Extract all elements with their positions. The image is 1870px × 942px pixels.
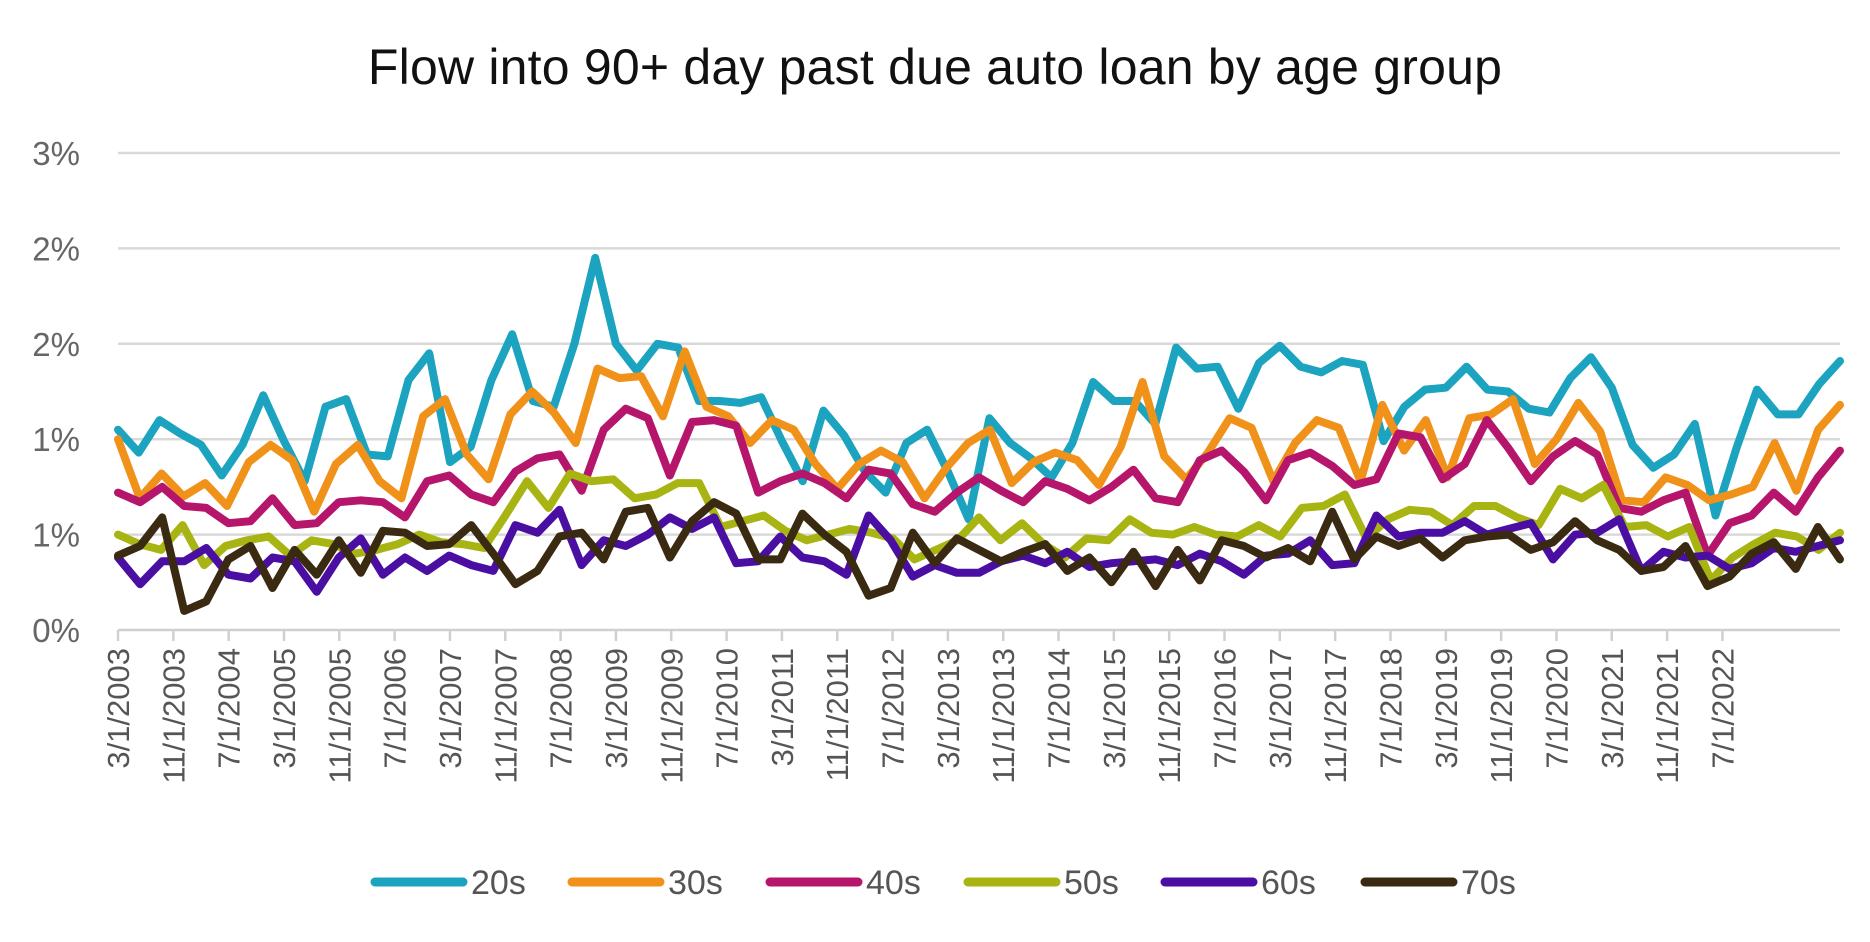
x-tick-label: 11/1/2017 — [1318, 648, 1353, 784]
x-tick-label: 11/1/2021 — [1650, 648, 1685, 784]
x-tick-label: 3/1/2005 — [267, 648, 302, 769]
series-lines — [114, 253, 1844, 615]
x-tick-label: 7/1/2018 — [1373, 648, 1408, 769]
legend-label-30s: 30s — [668, 864, 723, 902]
x-tick-label: 3/1/2015 — [1097, 648, 1132, 769]
x-axis: 3/1/2003 11/1/2003 7/1/2004 3/1/2005 11/1/20… — [101, 628, 1840, 784]
x-tick-label: 3/1/2019 — [1429, 648, 1464, 769]
y-tick-label: 0% — [32, 612, 80, 649]
x-tick-label: 3/1/2021 — [1595, 648, 1630, 769]
x-tick-label: 3/1/2011 — [765, 648, 800, 766]
series-line-40s — [114, 404, 1844, 560]
x-tick-label: 7/1/2010 — [710, 648, 745, 769]
y-tick-label: 2% — [32, 230, 80, 267]
x-tick-label: 3/1/2013 — [931, 648, 966, 769]
y-tick-label: 1% — [32, 421, 80, 458]
x-tick-label: 11/1/2009 — [654, 648, 689, 784]
x-tick-label: 11/1/2005 — [322, 648, 357, 784]
x-tick-label: 11/1/2019 — [1484, 648, 1519, 784]
x-tick-label: 3/1/2007 — [433, 648, 468, 769]
y-tick-label: 2% — [32, 326, 80, 363]
series-line-30s — [114, 347, 1844, 516]
x-tick-label: 7/1/2016 — [1208, 648, 1243, 769]
legend-label-70s: 70s — [1461, 864, 1516, 902]
x-tick-label: 7/1/2020 — [1539, 648, 1574, 769]
series-line-70s — [114, 498, 1844, 615]
legend-label-60s: 60s — [1261, 864, 1316, 902]
x-tick-label: 11/1/2011 — [820, 648, 855, 781]
series-line-20s — [114, 253, 1844, 524]
x-tick-label: 7/1/2022 — [1705, 648, 1740, 769]
legend-label-20s: 20s — [471, 864, 526, 902]
x-tick-label: 11/1/2003 — [156, 648, 191, 784]
x-tick-label: 3/1/2017 — [1263, 648, 1298, 769]
legend-label-50s: 50s — [1064, 864, 1119, 902]
y-axis-ticks: 0% 1% 1% 2% 2% 3% — [32, 135, 80, 649]
series-line-60s — [114, 505, 1844, 596]
x-tick-label: 11/1/2015 — [1152, 648, 1187, 784]
x-tick-label: 11/1/2013 — [986, 648, 1021, 784]
x-tick-label: 7/1/2006 — [378, 648, 413, 769]
legend: 20s 30s 40s 50s 60s 70s — [370, 864, 1516, 902]
x-tick-label: 11/1/2007 — [488, 648, 523, 784]
series-line-50s — [114, 469, 1844, 585]
x-tick-label: 7/1/2014 — [1042, 648, 1077, 769]
x-tick-label: 3/1/2003 — [101, 648, 136, 769]
y-tick-label: 1% — [32, 517, 80, 554]
x-tick-label: 3/1/2009 — [599, 648, 634, 769]
y-tick-label: 3% — [32, 135, 80, 172]
chart-title: Flow into 90+ day past due auto loan by … — [367, 39, 1503, 95]
legend-label-40s: 40s — [866, 864, 921, 902]
x-tick-label: 7/1/2004 — [212, 648, 247, 769]
x-tick-label: 7/1/2008 — [544, 648, 579, 769]
x-tick-label: 7/1/2012 — [876, 648, 911, 769]
